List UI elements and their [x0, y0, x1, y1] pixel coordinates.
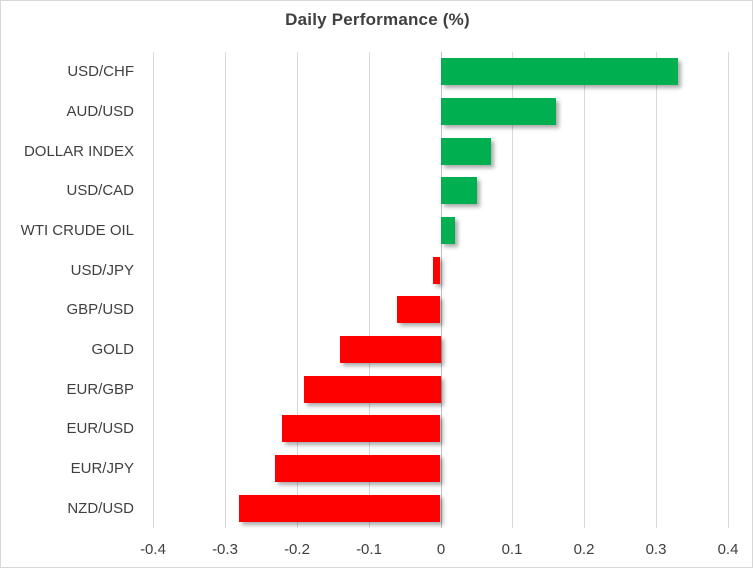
gridline: [656, 52, 657, 528]
gridline: [728, 52, 729, 528]
bar-usd-cad: [441, 177, 477, 204]
gridline: [225, 52, 226, 528]
x-tick-label: -0.3: [212, 541, 238, 558]
x-tick-label: -0.2: [284, 541, 310, 558]
bar-gbp-usd: [397, 296, 440, 323]
x-tick-label: 0: [436, 541, 446, 558]
x-tick-label: 0.4: [717, 541, 739, 558]
category-label: GBP/USD: [66, 301, 134, 319]
bar-gold: [340, 336, 441, 363]
category-label: EUR/USD: [66, 420, 134, 438]
gridline: [297, 52, 298, 528]
category-label: USD/CHF: [67, 63, 134, 81]
category-axis-labels: USD/CHF AUD/USD DOLLAR INDEX USD/CAD WTI CRU…: [1, 52, 134, 528]
zero-axis-line: [441, 52, 442, 528]
bar-dollar-index: [441, 138, 491, 165]
category-label: AUD/USD: [66, 103, 134, 120]
bar-eur-gbp: [304, 376, 441, 403]
gridline: [512, 52, 513, 528]
bar-nzd-usd: [239, 495, 440, 522]
x-tick-label: 0.2: [573, 541, 595, 558]
x-tick-label: 0.1: [501, 541, 523, 558]
gridline: [153, 52, 154, 528]
gridline: [369, 52, 370, 528]
chart-title: Daily Performance (%): [285, 10, 470, 29]
x-tick-label: -0.1: [356, 541, 382, 558]
category-label: WTI CRUDE OIL: [20, 222, 134, 240]
plot-area: [153, 52, 729, 528]
bar-eur-jpy: [275, 455, 440, 482]
bar-usd-chf: [441, 58, 678, 85]
category-label: DOLLAR INDEX: [23, 142, 134, 160]
category-label: GOLD: [91, 341, 134, 359]
category-label: EUR/GBP: [66, 380, 134, 398]
bar-aud-usd: [441, 98, 556, 125]
bar-eur-usd: [282, 415, 440, 442]
bar-wti-crude-oil: [441, 217, 455, 244]
x-tick-label: -0.4: [140, 541, 166, 558]
category-label: NZD/USD: [67, 499, 134, 517]
category-label: USD/JPY: [70, 261, 134, 279]
category-label: EUR/JPY: [70, 460, 134, 478]
category-label: USD/CAD: [66, 182, 134, 200]
gridline: [584, 52, 585, 528]
x-tick-label: 0.3: [645, 541, 667, 558]
bar-usd-jpy: [433, 257, 440, 284]
